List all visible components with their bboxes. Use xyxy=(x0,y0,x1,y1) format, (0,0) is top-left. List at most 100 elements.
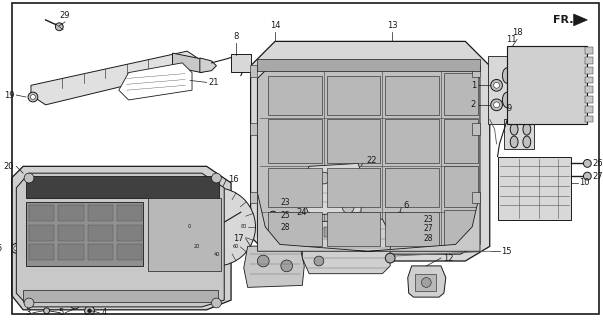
Bar xyxy=(586,57,593,64)
Text: 18: 18 xyxy=(512,28,522,37)
Text: 40: 40 xyxy=(213,252,219,257)
Bar xyxy=(268,76,322,115)
Bar xyxy=(497,156,571,220)
Circle shape xyxy=(395,212,405,222)
Circle shape xyxy=(31,95,36,100)
Circle shape xyxy=(314,256,324,266)
Circle shape xyxy=(28,92,38,102)
Circle shape xyxy=(24,298,34,308)
Circle shape xyxy=(494,82,499,88)
Bar xyxy=(504,119,534,149)
Ellipse shape xyxy=(510,136,518,148)
Bar xyxy=(333,227,339,236)
Ellipse shape xyxy=(516,68,526,83)
Text: 24: 24 xyxy=(297,208,307,217)
Bar xyxy=(268,212,322,246)
Bar xyxy=(327,168,380,207)
Text: 25: 25 xyxy=(281,211,291,220)
Ellipse shape xyxy=(510,124,518,135)
Bar xyxy=(586,47,593,54)
Circle shape xyxy=(212,298,221,308)
Text: 60: 60 xyxy=(233,244,239,249)
Circle shape xyxy=(421,278,431,287)
Bar xyxy=(586,116,593,123)
Text: 20: 20 xyxy=(194,244,200,249)
Text: 23: 23 xyxy=(423,214,433,224)
Text: 5: 5 xyxy=(0,244,2,253)
Text: 11: 11 xyxy=(506,35,516,44)
Polygon shape xyxy=(119,63,192,100)
Text: 21: 21 xyxy=(209,78,219,87)
Bar xyxy=(444,119,478,164)
Text: 28: 28 xyxy=(281,223,291,232)
Circle shape xyxy=(212,173,221,183)
Circle shape xyxy=(72,301,77,307)
Text: 3: 3 xyxy=(25,308,31,317)
Bar xyxy=(58,244,84,260)
Polygon shape xyxy=(16,173,224,307)
Ellipse shape xyxy=(502,68,512,83)
Text: 27: 27 xyxy=(592,172,603,180)
Text: 0: 0 xyxy=(188,224,191,229)
Bar xyxy=(488,56,537,124)
Bar xyxy=(385,212,439,246)
Circle shape xyxy=(412,225,420,233)
Bar xyxy=(87,205,113,221)
Bar xyxy=(29,205,54,221)
Bar xyxy=(327,76,380,115)
Bar xyxy=(87,244,113,260)
Text: 20: 20 xyxy=(4,162,14,171)
Circle shape xyxy=(281,260,292,272)
Bar xyxy=(586,96,593,103)
Text: 8: 8 xyxy=(233,32,239,41)
Ellipse shape xyxy=(523,136,531,148)
Circle shape xyxy=(269,198,277,206)
Circle shape xyxy=(84,306,95,316)
Bar xyxy=(268,168,322,207)
Polygon shape xyxy=(573,14,587,26)
Text: 5: 5 xyxy=(58,308,63,317)
Bar xyxy=(472,65,480,76)
Text: FR.: FR. xyxy=(553,15,573,25)
Bar xyxy=(26,176,219,197)
Ellipse shape xyxy=(502,92,512,108)
Bar xyxy=(586,67,593,74)
Circle shape xyxy=(584,172,592,180)
Bar xyxy=(472,192,480,204)
Text: 1: 1 xyxy=(471,81,476,90)
Bar xyxy=(444,166,478,207)
Bar xyxy=(586,76,593,83)
Text: 15: 15 xyxy=(502,247,512,256)
Bar xyxy=(148,197,221,271)
Bar xyxy=(444,73,478,115)
Bar xyxy=(29,225,54,241)
Bar xyxy=(29,244,54,260)
Bar xyxy=(26,203,144,266)
Text: 12: 12 xyxy=(443,253,453,263)
Bar xyxy=(117,205,142,221)
Bar xyxy=(257,59,480,71)
Bar xyxy=(250,124,257,135)
Polygon shape xyxy=(200,58,216,73)
Text: 16: 16 xyxy=(228,175,239,185)
Bar xyxy=(324,227,330,236)
Bar xyxy=(250,65,257,76)
Circle shape xyxy=(212,222,221,232)
Polygon shape xyxy=(257,193,480,251)
Text: 23: 23 xyxy=(281,198,291,207)
Bar xyxy=(415,274,436,291)
Circle shape xyxy=(385,253,395,263)
Text: 80: 80 xyxy=(241,224,247,229)
Polygon shape xyxy=(172,53,207,73)
Circle shape xyxy=(43,308,49,314)
Text: 4: 4 xyxy=(101,308,107,317)
Bar xyxy=(327,119,380,164)
Bar xyxy=(586,86,593,93)
Circle shape xyxy=(257,255,269,267)
Circle shape xyxy=(24,173,34,183)
Ellipse shape xyxy=(523,124,531,135)
Polygon shape xyxy=(257,61,480,254)
Circle shape xyxy=(412,215,420,223)
Circle shape xyxy=(11,244,21,253)
Polygon shape xyxy=(302,219,390,274)
